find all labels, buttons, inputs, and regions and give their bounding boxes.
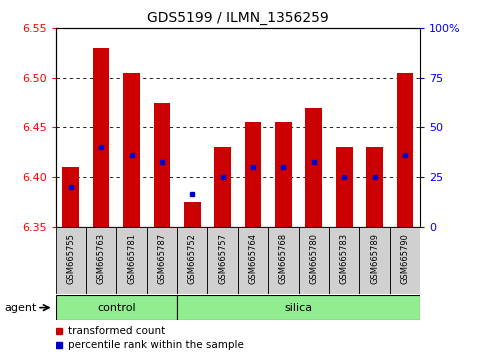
Bar [116,227,147,294]
Text: GSM665780: GSM665780 [309,233,318,284]
Bar [184,202,200,227]
Bar [268,227,298,294]
Text: GSM665763: GSM665763 [97,233,106,284]
Bar [93,48,110,227]
Bar [336,147,353,227]
Bar [208,227,238,294]
Text: GSM665755: GSM665755 [66,233,75,284]
Text: GSM665789: GSM665789 [370,233,379,284]
Bar [56,295,177,320]
Text: GSM665790: GSM665790 [400,233,410,284]
Text: silica: silica [284,303,313,313]
Bar [56,227,86,294]
Text: GSM665757: GSM665757 [218,233,227,284]
Text: percentile rank within the sample: percentile rank within the sample [68,340,244,350]
Text: GSM665764: GSM665764 [249,233,257,284]
Text: GSM665768: GSM665768 [279,233,288,284]
Bar [245,122,261,227]
Bar [238,227,268,294]
Bar [154,103,170,227]
Text: GSM665783: GSM665783 [340,233,349,284]
Text: GSM665752: GSM665752 [188,233,197,284]
Bar [390,227,420,294]
Title: GDS5199 / ILMN_1356259: GDS5199 / ILMN_1356259 [147,11,329,24]
Bar [214,147,231,227]
Text: GSM665787: GSM665787 [157,233,167,284]
Bar [177,227,208,294]
Bar [329,227,359,294]
Bar [123,73,140,227]
Text: GSM665781: GSM665781 [127,233,136,284]
Bar [275,122,292,227]
Bar [177,295,420,320]
Bar [62,167,79,227]
Bar [366,147,383,227]
Bar [147,227,177,294]
Bar [298,227,329,294]
Bar [305,108,322,227]
Bar [359,227,390,294]
Text: agent: agent [5,303,37,313]
Bar [397,73,413,227]
Text: transformed count: transformed count [68,326,166,336]
Bar [86,227,116,294]
Text: control: control [97,303,136,313]
